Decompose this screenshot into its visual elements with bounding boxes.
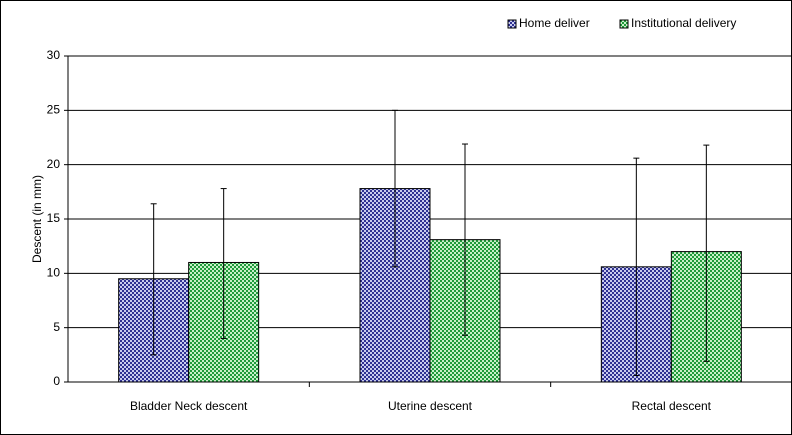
y-tick-label: 20 [47,157,61,171]
y-tick-label: 5 [53,320,60,334]
legend: Home deliver Institutional delivery [507,16,736,30]
y-tick-label: 10 [47,266,61,280]
y-tick-label: 30 [47,48,61,62]
x-category-label: Bladder Neck descent [130,399,248,413]
legend-label-home-deliver: Home deliver [519,16,590,30]
y-tick-label: 0 [53,374,60,388]
x-category-label: Uterine descent [388,399,473,413]
y-tick-label: 15 [47,211,61,225]
x-categories: Bladder Neck descent Uterine descent Recta… [130,382,712,413]
x-category-label: Rectal descent [632,399,712,413]
error-bars [150,109,710,376]
y-tick-label: 25 [47,103,61,117]
y-axis-label: Descent (in mm) [30,175,44,263]
y-ticks: 0 5 10 15 20 25 30 [47,48,68,388]
legend-label-institutional-delivery: Institutional delivery [631,16,736,30]
legend-swatch-home-deliver [507,19,517,29]
legend-swatch-institutional-delivery [619,19,629,29]
